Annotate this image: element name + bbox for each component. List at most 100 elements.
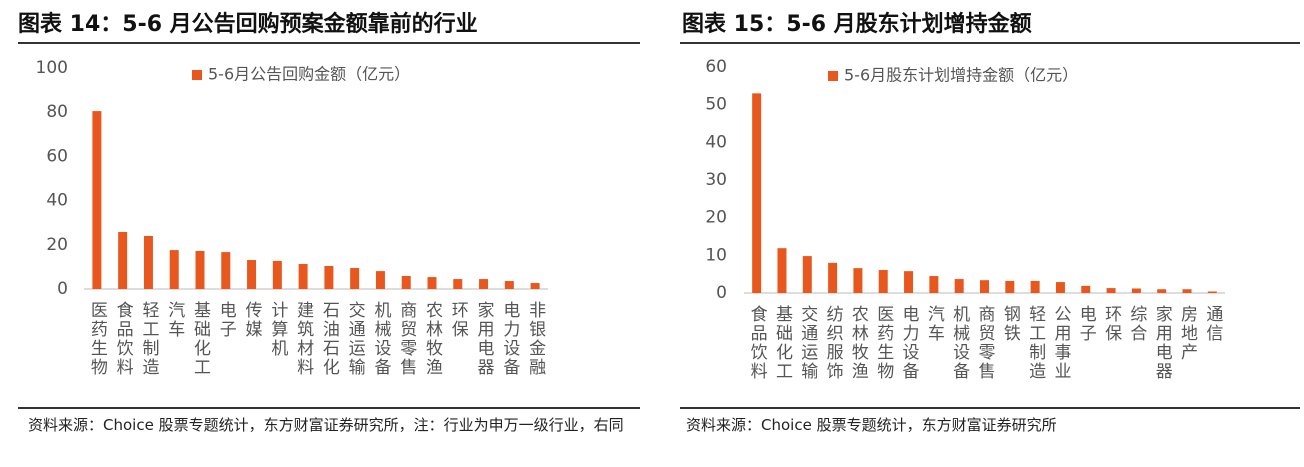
source-rule [680,407,1300,409]
y-tick-label: 10 [705,245,727,265]
x-tick-label: 环保 [448,301,469,339]
bar [954,279,964,293]
bar [401,275,411,289]
x-tick-label: 纺织服饰 [823,305,844,381]
x-tick-label: 农林牧渔 [848,305,869,381]
bar [1106,288,1116,293]
legend-label: 5-6月股东计划增持金额（亿元） [844,66,1078,85]
bar [92,111,102,289]
x-tick-label: 传媒 [242,301,262,339]
x-tick-label: 机械设备 [370,301,391,377]
y-tick-label: 100 [36,58,68,78]
y-tick-label: 60 [46,146,68,166]
bar [324,266,334,289]
x-tick-label: 电力设备 [499,301,520,377]
x-tick-label: 非银金融 [525,301,546,377]
bar [1131,288,1141,293]
bar [828,262,838,293]
bar [504,281,514,289]
x-tick-label: 家用电器 [474,301,495,377]
y-tick-label: 40 [46,191,68,211]
x-tick-label: 通信 [1202,305,1223,343]
bar [777,248,787,293]
bar [1207,291,1217,293]
bar [878,270,888,293]
x-tick-label: 汽车 [924,305,945,343]
y-tick-label: 20 [705,208,727,228]
bar [479,279,489,289]
x-tick-label: 医药生物 [87,301,108,377]
chart-title: 图表 15：5-6 月股东计划增持金额 [682,12,1032,37]
chart-title: 图表 14：5-6 月公告回购预案金额靠前的行业 [18,12,478,37]
x-tick-label: 商贸零售 [975,305,996,381]
bar [169,250,179,289]
bar [530,283,540,289]
x-tick-label: 建筑材料 [293,301,314,377]
x-tick-label: 交通运输 [797,305,818,381]
bar [1182,289,1192,293]
x-tick-label: 汽车 [164,301,185,339]
x-tick-label: 家用电器 [1152,305,1173,381]
bar [195,250,205,289]
x-tick-label: 基础化工 [190,301,211,377]
x-tick-label: 食品饮料 [113,301,133,377]
bar [752,93,762,293]
bar [1081,285,1091,293]
x-tick-label: 食品饮料 [747,305,768,381]
x-tick-label: 环保 [1101,305,1122,343]
y-tick-label: 50 [705,95,727,115]
x-tick-label: 电子 [1076,305,1097,343]
x-tick-label: 农林牧渔 [422,301,443,377]
x-tick-label: 轻工制造 [1025,305,1046,381]
x-tick-label: 电子 [216,301,237,339]
bar [298,264,308,289]
y-tick-label: 40 [705,132,727,152]
bar [118,231,128,289]
y-tick-label: 0 [716,283,727,303]
legend-swatch [828,71,838,81]
bar [929,276,939,293]
source-note: 资料来源：Choice 股票专题统计，东方财富证券研究所 [686,416,1057,434]
y-tick-label: 0 [57,279,68,299]
bar [853,268,863,293]
x-tick-label: 医药生物 [873,305,894,381]
legend-label: 5-6月公告回购金额（亿元） [208,65,410,84]
x-tick-label: 房地产 [1177,305,1198,362]
bar [1005,280,1015,293]
y-tick-label: 80 [46,102,68,122]
bar [272,260,282,289]
x-tick-label: 钢铁 [1000,305,1021,343]
bar [221,252,231,289]
title-rule [18,42,640,44]
y-tick-label: 60 [705,57,727,77]
bar [375,271,385,289]
bar [802,256,812,293]
x-tick-label: 机械设备 [949,305,970,381]
bar [1055,282,1065,293]
bar [143,235,153,289]
y-tick-label: 20 [46,235,68,255]
y-tick-label: 30 [705,170,727,190]
bar [980,280,989,293]
x-tick-label: 基础化工 [772,305,793,381]
bar [1157,289,1167,293]
bar [1030,280,1040,293]
x-tick-label: 综合 [1126,305,1147,343]
title-rule [680,42,1300,44]
x-tick-label: 商贸零售 [396,301,417,377]
x-tick-label: 电力设备 [899,305,920,381]
x-tick-label: 计算机 [267,301,288,358]
source-note: 资料来源：Choice 股票专题统计，东方财富证券研究所，注：行业为申万一级行业… [28,416,624,434]
x-tick-label: 轻工制造 [138,301,159,377]
legend-swatch [192,70,202,80]
bar [427,277,437,289]
x-tick-label: 石油石化 [319,301,340,377]
x-tick-label: 交通运输 [345,301,366,377]
bar [350,268,360,289]
source-rule [18,407,640,409]
bar [247,260,257,289]
x-tick-label: 公用事业 [1050,305,1071,381]
bar [904,271,914,293]
